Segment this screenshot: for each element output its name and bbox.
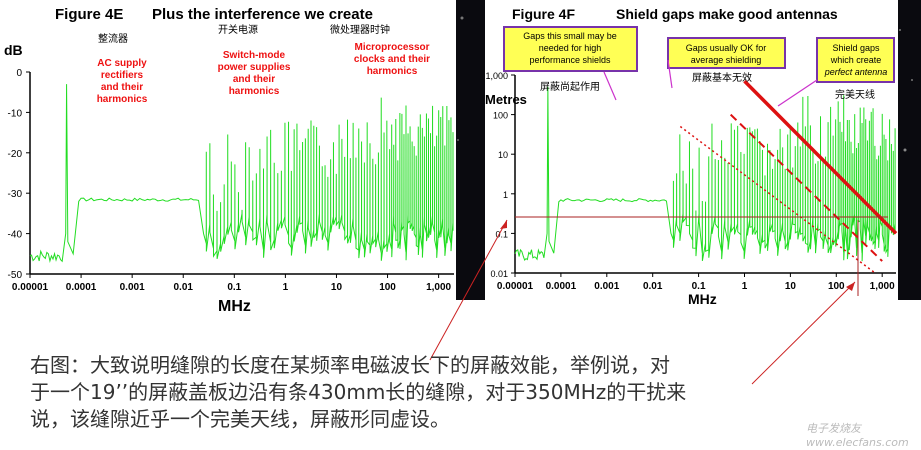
region-smps-en-1: Switch-mode bbox=[223, 50, 286, 61]
right-y-tick-label: 0.1 bbox=[495, 229, 508, 239]
left-y-tick-label: -30 bbox=[8, 189, 23, 200]
caption-line-3: 说，该缝隙近乎一个完美天线，屏蔽形同虚设。 bbox=[30, 407, 450, 431]
callout-arrow-2 bbox=[667, 59, 673, 89]
callout-average-box bbox=[667, 37, 786, 69]
right-subtitle: Shield gaps make good antennas bbox=[616, 6, 838, 22]
right-chart: Figure 4F Shield gaps make good antennas… bbox=[485, 6, 898, 307]
left-y-tick-label: -10 bbox=[8, 108, 23, 119]
right-figure-title: Figure 4F bbox=[512, 6, 575, 22]
left-x-tick-label: 1 bbox=[283, 282, 289, 293]
right-y-unit: Metres bbox=[485, 92, 527, 107]
region-rectifier-en-2: rectifiers bbox=[101, 70, 144, 81]
right-signal-series bbox=[514, 86, 896, 262]
right-x-tick-label: 0.0001 bbox=[546, 281, 577, 292]
callout-average-2: average shielding bbox=[691, 55, 762, 65]
left-figure-title: Figure 4E bbox=[55, 6, 123, 23]
region-rectifier-cn: 整流器 bbox=[98, 32, 128, 45]
region-mcu-cn: 微处理器时钟 bbox=[330, 23, 390, 36]
right-y-tick-label: 1,000 bbox=[485, 71, 508, 81]
callout-average-cn: 屏蔽基本无效 bbox=[692, 71, 752, 84]
callout-small-gaps-3: performance shields bbox=[529, 55, 611, 65]
caption-line-1: 右图：大致说明缝隙的长度在某频率电磁波长下的屏蔽效能，举例说，对 bbox=[30, 353, 670, 377]
region-mcu-en-1: Microprocessor bbox=[354, 42, 429, 53]
region-rectifier-en-1: AC supply bbox=[97, 58, 147, 69]
left-y-tick-label: -20 bbox=[8, 149, 23, 160]
right-x-tick-label: 0.1 bbox=[692, 281, 706, 292]
region-smps-en-2: power supplies bbox=[218, 62, 291, 73]
right-y-tick-label: 0.01 bbox=[490, 269, 508, 279]
region-smps-cn: 开关电源 bbox=[218, 23, 258, 36]
caption-line-2: 于一个19’’的屏蔽盖板边沿有条430mm长的缝隙，对于350MHz的干扰来 bbox=[30, 380, 687, 404]
left-x-tick-label: 0.01 bbox=[173, 282, 193, 293]
left-x-unit: MHz bbox=[218, 298, 251, 315]
callout-antenna-3: perfect antenna bbox=[824, 67, 888, 77]
line-perfect-antenna bbox=[743, 79, 898, 235]
left-x-tick-label: 10 bbox=[331, 282, 343, 293]
callout-small-gaps-1: Gaps this small may be bbox=[523, 31, 617, 41]
right-x-tick-label: 10 bbox=[785, 281, 797, 292]
line-small-gaps bbox=[679, 125, 876, 274]
left-x-tick-label: 100 bbox=[379, 282, 396, 293]
callout-small-gaps-2: needed for high bbox=[539, 43, 602, 53]
left-x-tick-label: 0.1 bbox=[227, 282, 241, 293]
right-y-tick-label: 1 bbox=[503, 190, 508, 200]
left-x-tick-label: 0.0001 bbox=[66, 282, 97, 293]
right-x-tick-label: 1,000 bbox=[870, 281, 895, 292]
left-x-tick-label: 0.00001 bbox=[12, 282, 49, 293]
region-rectifier-en-4: harmonics bbox=[97, 94, 148, 105]
callout-small-gaps-box bbox=[503, 26, 638, 72]
pointer-to-gap bbox=[429, 219, 508, 361]
callout-antenna-2: which create bbox=[830, 55, 882, 65]
line-average-gaps bbox=[729, 113, 883, 262]
callout-antenna-1: Shield gaps bbox=[832, 43, 880, 53]
right-x-tick-label: 100 bbox=[828, 281, 845, 292]
right-x-tick-label: 1 bbox=[742, 281, 748, 292]
region-rectifier-en-3: and their bbox=[101, 82, 143, 93]
left-x-tick-label: 0.001 bbox=[120, 282, 145, 293]
left-y-tick-label: -50 bbox=[8, 270, 23, 281]
left-chart: Figure 4E Plus the interference we creat… bbox=[4, 6, 454, 315]
right-x-tick-label: 0.001 bbox=[594, 281, 619, 292]
left-y-tick-label: -40 bbox=[8, 230, 23, 241]
region-mcu-en-3: harmonics bbox=[367, 66, 418, 77]
caption: 右图：大致说明缝隙的长度在某频率电磁波长下的屏蔽效能，举例说，对 于一个19’’… bbox=[30, 352, 890, 433]
region-mcu-en-2: clocks and their bbox=[354, 54, 430, 65]
left-spectrum-line bbox=[29, 84, 454, 263]
pointer-to-frequency bbox=[751, 281, 856, 385]
left-y-unit: dB bbox=[4, 42, 23, 58]
callout-average-1: Gaps usually OK for bbox=[686, 43, 767, 53]
callout-small-gaps-cn: 屏蔽尚起作用 bbox=[540, 80, 600, 93]
right-x-tick-label: 0.01 bbox=[643, 281, 663, 292]
watermark: 电子发烧友 www.elecfans.com bbox=[806, 422, 909, 449]
region-smps-en-4: harmonics bbox=[229, 86, 280, 97]
callout-antenna-cn: 完美天线 bbox=[835, 88, 875, 101]
right-y-tick-label: 100 bbox=[493, 111, 508, 121]
callout-arrow-3 bbox=[777, 79, 818, 107]
right-y-tick-label: 10 bbox=[498, 150, 508, 160]
right-x-tick-label: 0.00001 bbox=[497, 281, 534, 292]
callout-arrow-1 bbox=[603, 71, 617, 101]
callout-antenna-box bbox=[816, 37, 895, 83]
right-x-unit: MHz bbox=[688, 291, 717, 307]
right-spectrum-line bbox=[514, 86, 896, 262]
left-y-tick-label: 0 bbox=[16, 68, 22, 79]
region-smps-en-3: and their bbox=[233, 74, 275, 85]
left-signal-series bbox=[29, 84, 454, 263]
left-x-tick-label: 1,000 bbox=[426, 282, 451, 293]
left-subtitle: Plus the interference we create bbox=[152, 6, 373, 23]
